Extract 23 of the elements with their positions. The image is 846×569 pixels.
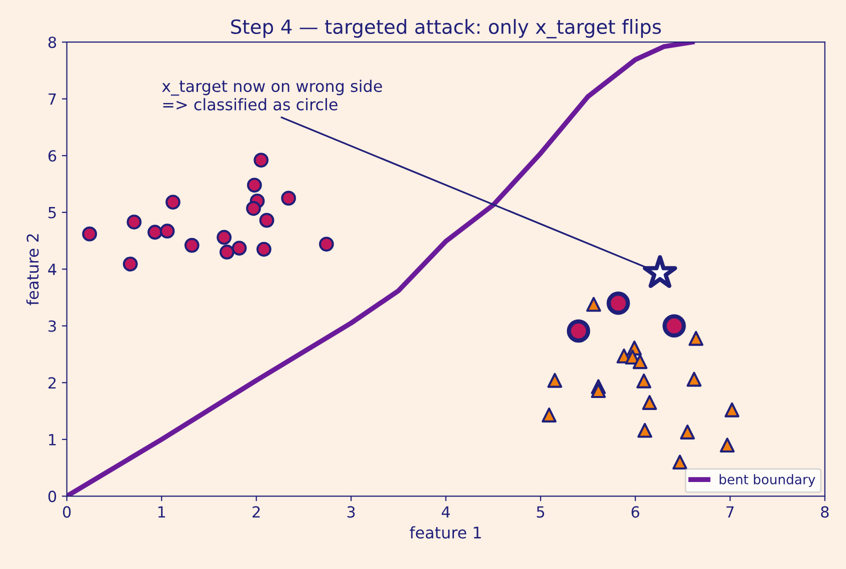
y-tick-label: 0: [48, 490, 56, 502]
x-tick-label: 2: [252, 506, 260, 518]
legend-label: bent boundary: [720, 474, 816, 487]
y-tick-label: 1: [49, 434, 56, 446]
x-tick-label: 6: [632, 506, 640, 518]
y-tick-label: 8: [48, 36, 56, 48]
annotation: x_target now on wrong side => classified as circle: [162, 80, 382, 110]
chart-title: Step 4 — targeted attack: only x_target flips: [231, 19, 661, 38]
x-tick-label: 5: [536, 506, 544, 518]
x-tick-label: 0: [62, 506, 71, 518]
x-tick-label: 3: [347, 506, 355, 518]
x-tick-label: 4: [442, 506, 450, 518]
y-tick-label: 4: [48, 264, 56, 275]
x-tick-label: 1: [158, 506, 166, 518]
x-tick-label: 8: [821, 506, 829, 518]
y-tick-label: 7: [48, 94, 56, 105]
y-axis-title: feature 2: [26, 234, 39, 306]
x-tick-label: 7: [726, 506, 734, 518]
y-tick-label: 5: [48, 207, 56, 218]
y-tick-label: 2: [48, 377, 56, 388]
x-axis-title: feature 1: [410, 526, 481, 539]
y-tick-label: 6: [48, 150, 56, 162]
y-tick-label: 3: [48, 320, 56, 332]
